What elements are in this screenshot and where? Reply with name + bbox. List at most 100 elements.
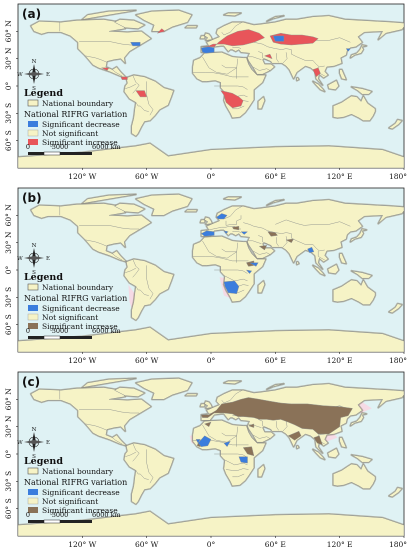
lon-label-0: 120° W (68, 540, 96, 549)
national-boundary-10 (221, 432, 237, 447)
legend-title: Legend (24, 456, 63, 467)
land-indonesia2 (327, 448, 339, 458)
compass-e: E (46, 256, 50, 262)
land-baffin (114, 387, 145, 397)
national-boundary-3 (112, 253, 123, 261)
national-boundary-7 (125, 83, 137, 89)
compass-n: N (32, 243, 37, 249)
land-southAmerica (123, 442, 174, 505)
national-boundary-8 (202, 56, 239, 75)
compass-s: S (32, 454, 36, 460)
lat-label-2: 0° (4, 449, 13, 458)
lon-label-3: 60° E (265, 172, 286, 181)
land-iceland (185, 25, 198, 28)
land-greenland (135, 10, 192, 32)
national-boundary-8 (202, 424, 239, 443)
land-madagascar (257, 96, 265, 110)
legend-not-significant: Not significant (42, 497, 98, 506)
legend-national-boundary: National boundary (42, 283, 114, 292)
legend-swatch-increase (28, 507, 38, 513)
land-antarctica (18, 511, 404, 536)
lat-label-3: 30° S (4, 471, 13, 492)
national-boundary-18 (243, 222, 268, 232)
significant-decrease-region-2 (238, 456, 248, 464)
national-boundary-22 (258, 235, 268, 245)
significant-decrease-region-1 (216, 213, 228, 220)
lat-label-4: 60° S (4, 130, 13, 151)
legend-sig-increase: Significant increase (42, 138, 118, 147)
significant-decrease-region-4 (248, 262, 259, 267)
scalebar-seg-3 (60, 152, 92, 155)
significant-increase-region-0 (267, 231, 278, 237)
legend-swatch-not-significant (27, 129, 39, 137)
land-philippines (339, 253, 347, 264)
legend-swatch-not-significant (27, 497, 39, 505)
national-boundary-14 (232, 473, 245, 478)
lon-label-2: 0° (207, 540, 216, 549)
lon-label-0: 120° W (68, 172, 96, 181)
land-indonesia2 (327, 264, 339, 274)
legend-variation-title: National RIFRG variation (24, 478, 127, 487)
significant-increase-region-7 (263, 53, 273, 60)
national-boundary-23 (276, 53, 279, 63)
significant-increase-region-5 (204, 421, 212, 427)
national-boundary-7 (125, 451, 137, 457)
scalebar-seg-2 (43, 519, 61, 524)
scalebar-seg-1 (28, 336, 44, 339)
compass-w: W (17, 256, 23, 262)
significant-decrease-region-0 (223, 280, 240, 294)
national-boundary-27 (252, 66, 271, 71)
significant-increase-region-0 (201, 397, 353, 435)
significant-decrease-region-6 (223, 230, 229, 234)
significant-increase-region-3 (287, 430, 302, 441)
national-boundary-24 (282, 52, 288, 64)
land-eurasia (201, 199, 404, 270)
national-boundary-13 (225, 468, 249, 471)
legend-swatch-boundary (27, 283, 39, 291)
scalebar-mid: 3000 (52, 143, 69, 151)
land-baffin (114, 203, 145, 213)
land-australia (332, 279, 376, 305)
national-boundary-10 (221, 248, 237, 263)
legend-national-boundary: National boundary (42, 467, 114, 476)
land-britain (204, 400, 213, 409)
national-boundary-19 (267, 230, 292, 234)
significant-decrease-region-2 (200, 230, 215, 237)
national-boundary-26 (248, 56, 262, 60)
land-sriLanka (296, 445, 300, 449)
scalebar-end: 6000 km (92, 143, 121, 151)
national-boundary-12 (223, 275, 248, 282)
land-novayaZ (266, 199, 285, 206)
significant-decrease-region-3 (345, 48, 351, 52)
national-boundary-10 (221, 64, 237, 79)
national-boundary-2 (85, 55, 108, 63)
land-northAmerica (30, 203, 152, 263)
national-boundary-9 (192, 256, 249, 262)
legend-title: Legend (24, 88, 63, 99)
land-newGuinea (351, 86, 373, 95)
national-boundary-11 (214, 453, 248, 458)
legend-sig-increase: Significant increase (42, 506, 118, 515)
legend-swatch-not-significant (27, 313, 39, 321)
land-newZealand (388, 119, 403, 130)
lon-label-4: 120° E (327, 540, 353, 549)
land-svalbard (223, 12, 242, 17)
lon-label-5: 180° (389, 172, 407, 181)
compass-w: W (17, 440, 23, 446)
significant-decrease-region-3 (195, 439, 201, 444)
land-iceland (185, 209, 198, 212)
legend-sig-decrease: Significant decrease (42, 488, 120, 497)
land-ireland (200, 219, 205, 223)
national-boundary-4 (132, 259, 140, 278)
compass-n: N (32, 59, 37, 65)
national-boundary-7 (125, 267, 137, 273)
national-boundary-26 (248, 240, 262, 244)
significant-decrease-region-0 (197, 435, 212, 447)
legend-not-significant: Not significant (42, 313, 98, 322)
legend-sig-decrease: Significant decrease (42, 120, 120, 129)
national-boundary-29 (221, 390, 243, 404)
land-antarctica (18, 327, 404, 352)
legend-swatch-decrease (28, 305, 38, 311)
national-boundary-0 (79, 225, 140, 230)
land-newGuinea (351, 270, 373, 279)
